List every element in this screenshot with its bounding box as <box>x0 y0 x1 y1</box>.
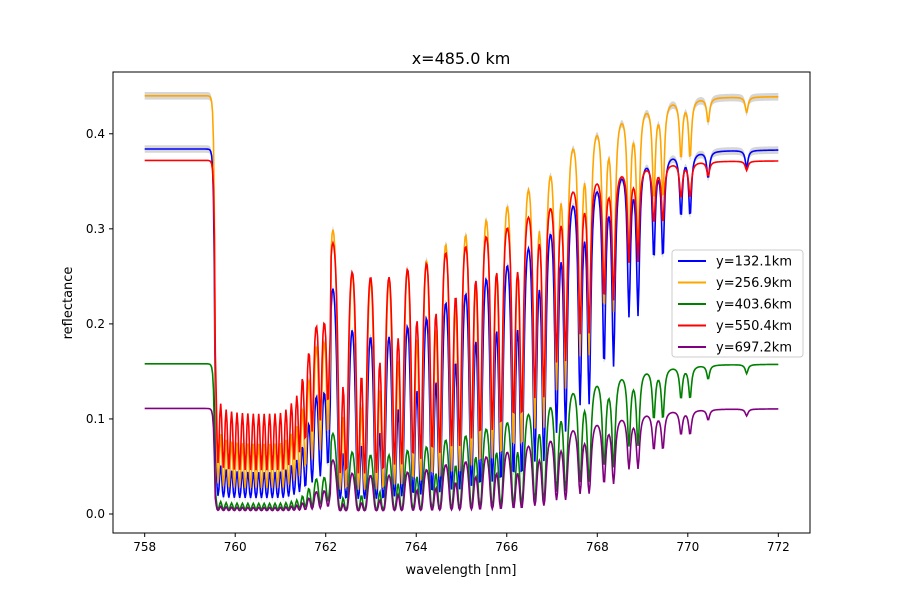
y-axis-label: reflectance <box>61 267 76 340</box>
series-line-y=697.2km <box>144 407 779 512</box>
plot-area <box>144 91 779 512</box>
y-tick-label: 0.4 <box>86 127 105 141</box>
axes-frame <box>112 71 811 534</box>
axis-ticks: 758 760 762 764 766 768 770 772 0.0 0.1 0.2 0.3 0.4 <box>86 127 790 554</box>
legend-label: y=697.2km <box>716 341 792 356</box>
y-tick-label: 0.3 <box>86 222 105 236</box>
x-tick-label: 772 <box>767 540 790 554</box>
x-tick-label: 758 <box>133 540 156 554</box>
x-tick-label: 764 <box>405 540 428 554</box>
x-tick-label: 766 <box>495 540 518 554</box>
y-tick-label: 0.1 <box>86 412 105 426</box>
y-tick-label: 0.0 <box>86 507 105 521</box>
legend-box <box>671 249 804 358</box>
series-line-y=550.4km <box>144 159 779 474</box>
y-tick-label: 0.2 <box>86 317 105 331</box>
legend: y=132.1km y=256.9km y=403.6km y=550.4km y=69… <box>671 249 804 358</box>
legend-label: y=132.1km <box>716 255 792 270</box>
x-tick-label: 770 <box>676 540 699 554</box>
x-axis-label: wavelength [nm] <box>406 563 517 578</box>
legend-label: y=403.6km <box>716 298 792 313</box>
chart-title: x=485.0 km <box>412 49 511 68</box>
legend-label: y=550.4km <box>716 319 792 334</box>
legend-label: y=256.9km <box>716 276 792 291</box>
x-tick-label: 762 <box>314 540 337 554</box>
x-tick-label: 760 <box>224 540 247 554</box>
x-tick-label: 768 <box>586 540 609 554</box>
